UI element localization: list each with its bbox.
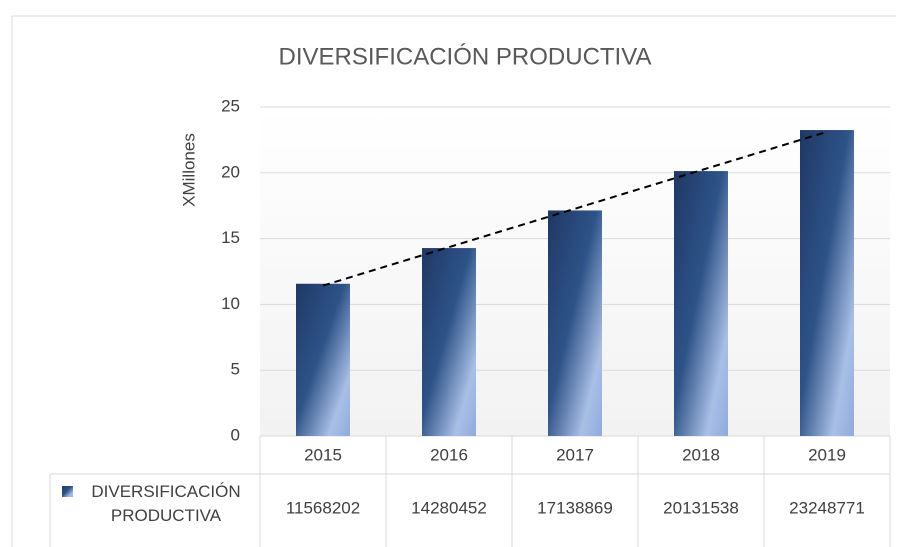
y-tick-label: 15	[221, 228, 240, 247]
x-tick-label: 2018	[682, 445, 720, 464]
x-tick-label: 2015	[304, 445, 342, 464]
table-value: 23248771	[789, 498, 865, 517]
y-tick-label: 10	[221, 294, 240, 313]
table-value: 20131538	[663, 498, 739, 517]
table-value: 11568202	[286, 498, 360, 517]
y-tick-label: 0	[231, 425, 240, 444]
x-tick-label: 2016	[430, 445, 468, 464]
bar	[422, 248, 476, 436]
bar	[800, 130, 854, 436]
x-tick-label: 2019	[808, 445, 846, 464]
y-axis-title: XMillones	[179, 133, 198, 207]
table-value: 14280452	[411, 498, 487, 517]
bar	[296, 283, 350, 436]
x-tick-label: 2017	[556, 445, 594, 464]
legend-key	[62, 486, 73, 497]
legend-entry: DIVERSIFICACIÓN PRODUCTIVA	[91, 482, 241, 525]
chart-title: DIVERSIFICACIÓN PRODUCTIVA	[279, 43, 652, 70]
y-tick-label: 25	[221, 96, 240, 115]
y-tick-label: 5	[231, 360, 240, 379]
trendline	[322, 130, 828, 287]
bar	[548, 210, 602, 436]
chart-border	[11, 15, 896, 547]
table-value: 17138869	[537, 498, 613, 517]
y-tick-label: 20	[221, 162, 240, 181]
bar	[674, 171, 728, 436]
